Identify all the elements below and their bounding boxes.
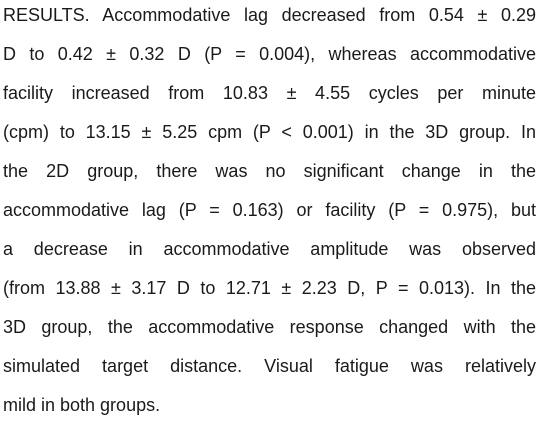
text-line: facility increased from 10.83 ± 4.55 cyc… — [3, 83, 536, 103]
text-line: RESULTS. Accommodative lag decreased fro… — [3, 5, 536, 25]
text-line: 3D group, the accommodative response cha… — [3, 317, 536, 337]
text-line: simulated target distance. Visual fatigu… — [3, 356, 536, 376]
text-line: D to 0.42 ± 0.32 D (P = 0.004), whereas … — [3, 44, 536, 64]
text-line: the 2D group, there was no significant c… — [3, 161, 536, 181]
text-line: a decrease in accommodative amplitude wa… — [3, 239, 536, 259]
text-line: (from 13.88 ± 3.17 D to 12.71 ± 2.23 D, … — [3, 278, 536, 298]
text-line: mild in both groups. — [3, 395, 161, 415]
text-line: accommodative lag (P = 0.163) or facilit… — [3, 200, 536, 220]
text-line: (cpm) to 13.15 ± 5.25 cpm (P < 0.001) in… — [3, 122, 536, 142]
